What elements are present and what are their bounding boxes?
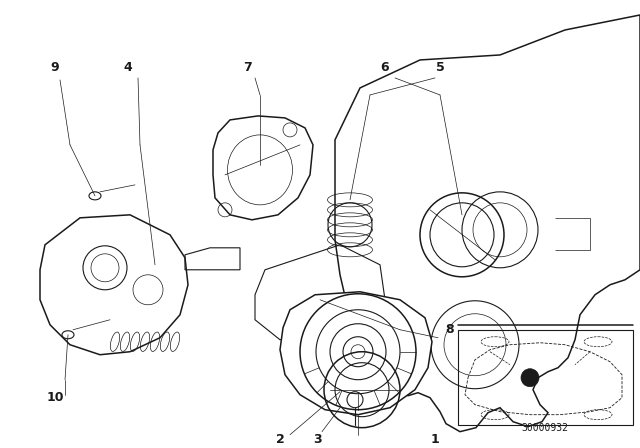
Text: 1: 1 [431,433,440,446]
Text: 8: 8 [445,323,454,336]
Text: 2: 2 [276,433,284,446]
Text: 10: 10 [46,391,64,404]
Polygon shape [335,15,640,432]
Text: 30000932: 30000932 [522,422,568,433]
Text: 7: 7 [244,61,252,74]
Text: 6: 6 [381,61,389,74]
Bar [458,330,633,425]
Text: 4: 4 [124,61,132,74]
Circle shape [521,369,539,387]
Polygon shape [40,215,188,355]
Text: 9: 9 [51,61,60,74]
Polygon shape [280,292,432,415]
Text: 3: 3 [314,433,323,446]
Text: 5: 5 [436,61,444,74]
